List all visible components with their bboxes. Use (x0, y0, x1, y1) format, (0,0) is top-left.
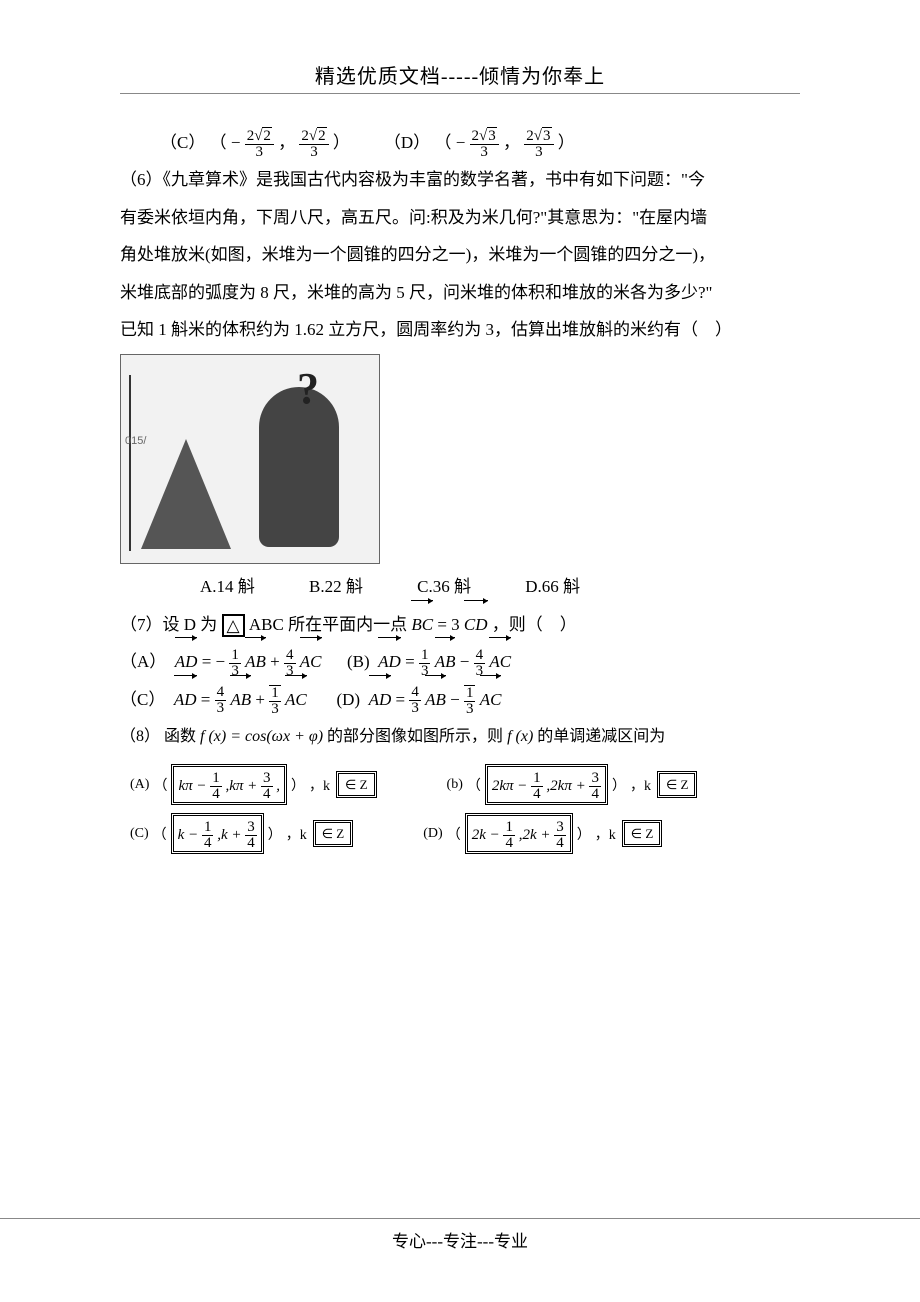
figure-cone (141, 439, 231, 549)
q8b-inz: ∈ Z (657, 771, 698, 798)
q5-c-close: ） (333, 133, 350, 152)
q8c-box: k − 14 ,k + 34 (171, 813, 264, 854)
document-page: 精选优质文档-----倾情为你奉上 （C） （ − 22 3 ， 22 3 ） … (0, 0, 920, 1302)
q6-opt-b: B.22 斛 (309, 568, 363, 605)
q8-opt-c: (C) （ k − 14 ,k + 34 ） ，k ∈ Z (130, 813, 353, 854)
q5-c-open: （ (210, 133, 227, 152)
triangle-icon: △ (222, 614, 245, 637)
q8a-inz: ∈ Z (336, 771, 377, 798)
q7-p1c: ，则（ ） (492, 615, 577, 634)
footer-text: 专心---专注---专业 (392, 1232, 528, 1251)
q5-d-neg: − (456, 133, 466, 152)
q5-options-cd: （C） （ − 22 3 ， 22 3 ） （D） （ − 23 3 ， 23 … (120, 124, 800, 161)
q7-opts-cd: （C） AD = 43 AB + 13 AC (D) AD = 43 AB − … (120, 681, 800, 718)
page-footer: 专心---专注---专业 (0, 1158, 920, 1252)
q5-c-neg: − (231, 133, 241, 152)
vec-cd: CD (464, 606, 488, 643)
q8-row1: (A) （ kπ − 14 ,kπ + 34 , ） ，k ∈ Z (b) （ … (130, 764, 800, 805)
q8d-inz: ∈ Z (622, 820, 663, 847)
q7-p1a: （7）设 D 为 (120, 615, 217, 634)
q8c-inz: ∈ Z (313, 820, 354, 847)
q8-opt-d: (D) （ 2k − 14 ,2k + 34 ） ，k ∈ Z (423, 813, 662, 854)
q6-l1: （6）《九章算术》是我国古代内容极为丰富的数学名著，书中有如下问题："今 (120, 161, 800, 198)
q7-stem: （7）设 D 为 △ ABC 所在平面内一点 BC = 3 CD ，则（ ） (120, 606, 800, 643)
figure-wall (129, 375, 131, 551)
q7-p1b: ABC 所在平面内一点 (249, 615, 407, 634)
figure-question-mark: ? (297, 363, 319, 414)
q8-stem: （8） 函数 f (x) = cos(ωx + φ) 的部分图像如图所示，则 f… (120, 718, 800, 756)
footer-rule (0, 1218, 920, 1219)
q5-c-frac2: 22 3 (299, 129, 328, 160)
q7-d-label: (D) (336, 690, 360, 709)
q6-l4: 米堆底部的弧度为 8 尺，米堆的高为 5 尺，问米堆的体积和堆放的米各为多少?" (120, 274, 800, 311)
q5-d-frac1: 23 3 (470, 129, 499, 160)
q7-opts-ab: （A） AD = − 13 AB + 43 AC (B) AD = 13 AB … (120, 643, 800, 680)
q6-l2: 有委米依垣内角，下周八尺，高五尺。问:积及为米几何?"其意思为："在屋内墙 (120, 199, 800, 236)
q6-l3: 角处堆放米(如图，米堆为一个圆锥的四分之一)，米堆为一个圆锥的四分之一)， (120, 236, 800, 273)
q5-c-label: （C） (160, 133, 205, 152)
q5-d-label: （D） (384, 133, 430, 152)
q6-figure: ? 015/ (120, 354, 380, 564)
q6-opt-d: D.66 斛 (525, 568, 580, 605)
q8-row2: (C) （ k − 14 ,k + 34 ） ，k ∈ Z (D) （ 2k −… (130, 813, 800, 854)
figure-watermark: 015/ (125, 435, 146, 447)
q6-opt-a: A.14 斛 (200, 568, 255, 605)
q5-d-open: （ (434, 133, 451, 152)
q5-c-sep: ， (278, 133, 295, 152)
page-header: 精选优质文档-----倾情为你奉上 (120, 60, 800, 89)
q5-c-frac1: 22 3 (245, 129, 274, 160)
q8d-box: 2k − 14 ,2k + 34 (465, 813, 573, 854)
q8a-box: kπ − 14 ,kπ + 34 , (171, 764, 287, 805)
q5-d-close: ） (558, 133, 575, 152)
q8b-box: 2kπ − 14 ,2kπ + 34 (485, 764, 608, 805)
q6-l5: 已知 1 斛米的体积约为 1.62 立方尺，圆周率约为 3，估算出堆放斛的米约有… (120, 311, 800, 348)
header-rule (120, 93, 800, 94)
q7-b-label: (B) (347, 652, 370, 671)
vec-bc: BC (411, 606, 433, 643)
q5-d-sep: ， (503, 133, 520, 152)
q8-opt-a: (A) （ kπ − 14 ,kπ + 34 , ） ，k ∈ Z (130, 764, 377, 805)
q5-d-frac2: 23 3 (524, 129, 553, 160)
q7-a-label: （A） (120, 652, 166, 671)
q6-options: A.14 斛 B.22 斛 C.36 斛 D.66 斛 (120, 568, 800, 605)
q8-opt-b: (b) （ 2kπ − 14 ,2kπ + 34 ） ，k ∈ Z (447, 764, 698, 805)
q7-c-label: （C） (120, 690, 165, 709)
